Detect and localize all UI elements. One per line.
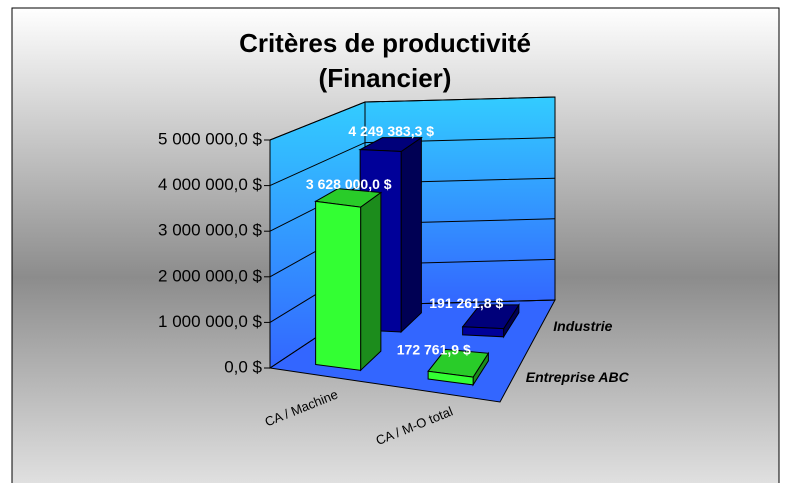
chart-title: Critères de productivité [239,28,531,58]
bar [461,303,520,339]
value-label: 172 761,9 $ [397,341,471,357]
bar-front [427,370,474,386]
value-label: 3 628 000,0 $ [306,176,392,192]
y-tick-label: 1 000 000,0 $ [158,312,263,331]
grid-line [269,96,556,141]
y-tick-label: 4 000 000,0 $ [158,175,263,194]
value-label: 191 261,8 $ [429,295,503,311]
value-label: 4 249 383,3 $ [348,123,434,139]
y-tick-label: 3 000 000,0 $ [158,221,263,240]
y-tick-label: 5 000 000,0 $ [158,129,263,148]
bar-side [400,136,422,334]
y-tick-label: 0,0 $ [224,357,262,376]
bar-front [315,200,362,371]
bar-side [360,191,382,372]
bar-front [462,326,505,338]
chart-subtitle: (Financier) [319,63,452,93]
bar [314,188,383,372]
bar [427,348,490,387]
legend-label: Entreprise ABC [526,369,630,385]
y-tick-label: 2 000 000,0 $ [158,266,263,285]
legend-label: Industrie [553,318,612,334]
grid-line [269,137,556,187]
